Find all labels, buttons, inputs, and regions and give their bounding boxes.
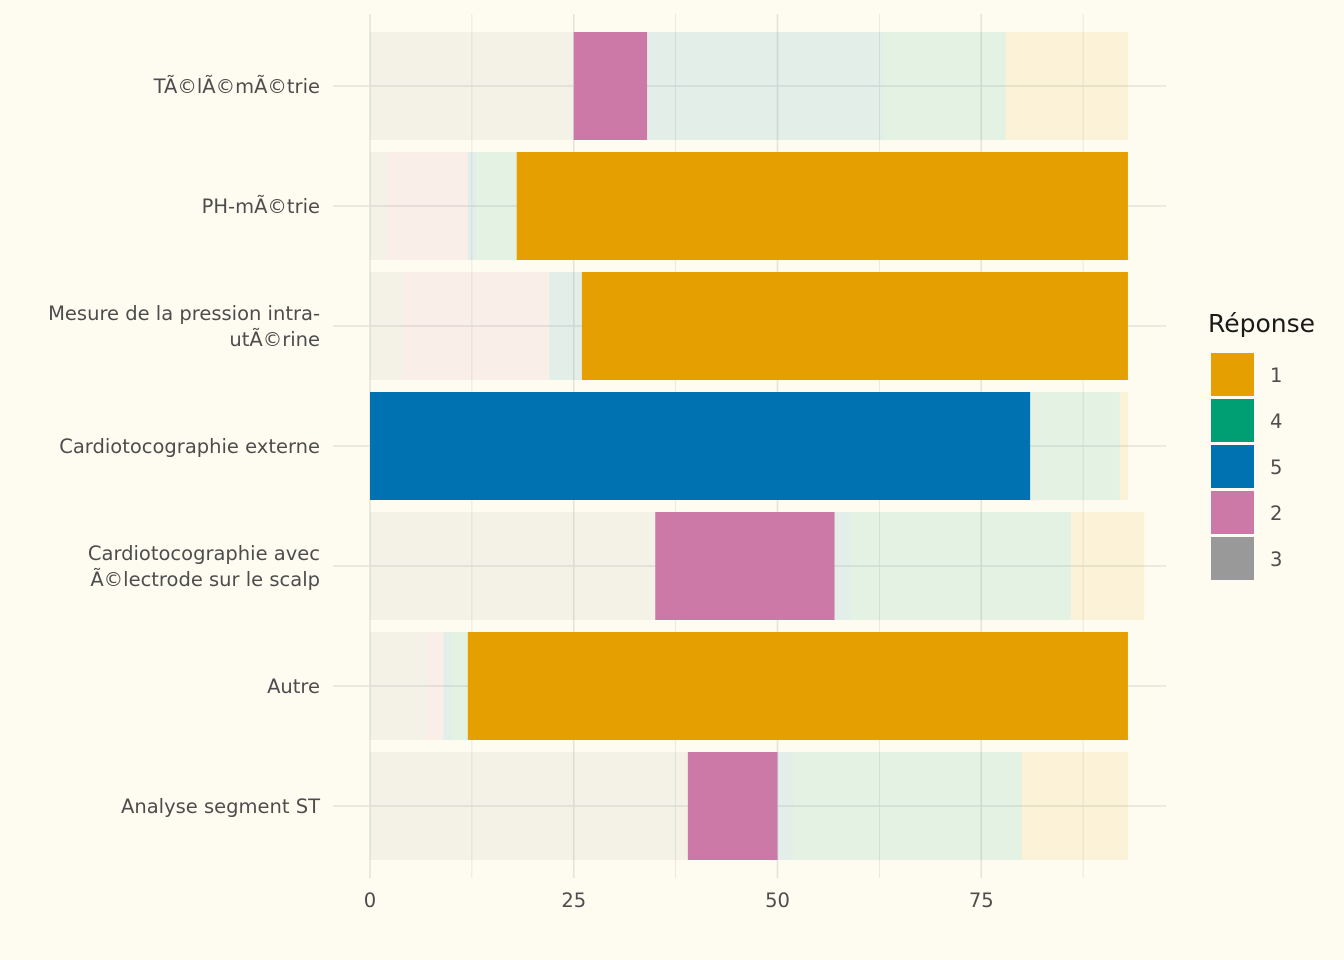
- y-tick-label: Autre: [267, 675, 320, 698]
- legend-label: 3: [1270, 548, 1282, 571]
- bar-segment: [1022, 752, 1128, 860]
- x-tick-label: 75: [969, 889, 994, 912]
- x-tick-label: 50: [765, 889, 790, 912]
- bar-segment: [427, 632, 444, 740]
- bar-segment: [549, 272, 582, 380]
- y-tick-label: PH-mÃ©trie: [202, 195, 320, 218]
- legend-swatch: [1211, 537, 1254, 580]
- x-axis-labels: 0 25 50 75: [364, 889, 994, 912]
- bar-segment: [1030, 392, 1120, 500]
- y-axis-labels: TÃ©lÃ©mÃ©trie PH-mÃ©trie Mesure de la pres…: [48, 75, 320, 818]
- x-tick-label: 25: [561, 889, 586, 912]
- y-tick-label: Mesure de la pression intra-utÃ©rine: [48, 302, 320, 351]
- bar-segment: [516, 152, 1128, 260]
- bar-segment: [386, 152, 468, 260]
- bar-segment: [573, 32, 648, 140]
- bar-segment: [451, 632, 468, 740]
- bar-segment: [581, 272, 1128, 380]
- y-tick-label: TÃ©lÃ©mÃ©trie: [153, 75, 320, 98]
- y-tick-label: Analyse segment ST: [121, 795, 320, 818]
- bar-segment: [793, 752, 1022, 860]
- bar-segment: [1119, 392, 1128, 500]
- legend: Réponse 1 4 5 2 3: [1208, 309, 1315, 580]
- bar-segment: [475, 152, 517, 260]
- legend-label: 2: [1270, 502, 1282, 525]
- bar-segment: [443, 632, 452, 740]
- bar-segment: [647, 32, 884, 140]
- bar-segment: [655, 512, 835, 620]
- bar-segment: [370, 632, 428, 740]
- x-tick-label: 0: [364, 889, 376, 912]
- legend-label: 4: [1270, 410, 1282, 433]
- bar-segment: [687, 752, 778, 860]
- bar-segment: [777, 752, 794, 860]
- bar-segment: [370, 272, 403, 380]
- legend-swatch: [1211, 491, 1254, 534]
- y-tick-label: Cardiotocographie avec Ã©lectrode sur le …: [88, 542, 320, 591]
- bar-segment: [850, 512, 1071, 620]
- legend-label: 5: [1270, 456, 1282, 479]
- bar-segment: [834, 512, 851, 620]
- bar-segment: [467, 152, 476, 260]
- bar-segment: [1070, 512, 1145, 620]
- legend-label: 1: [1270, 364, 1282, 387]
- bar-segment: [402, 272, 550, 380]
- bar-segment: [1005, 32, 1128, 140]
- bar-segment: [370, 392, 1031, 500]
- bar-segment: [883, 32, 1006, 140]
- bar-segment: [370, 512, 656, 620]
- legend-swatch: [1211, 353, 1254, 396]
- y-tick-label: Cardiotocographie externe: [59, 435, 320, 458]
- bar-segment: [370, 752, 688, 860]
- bar-segment: [370, 152, 387, 260]
- bar-segment: [370, 32, 574, 140]
- bars: [370, 32, 1145, 860]
- legend-swatch: [1211, 399, 1254, 442]
- legend-title: Réponse: [1208, 309, 1315, 338]
- bar-segment: [467, 632, 1128, 740]
- legend-swatch: [1211, 445, 1254, 488]
